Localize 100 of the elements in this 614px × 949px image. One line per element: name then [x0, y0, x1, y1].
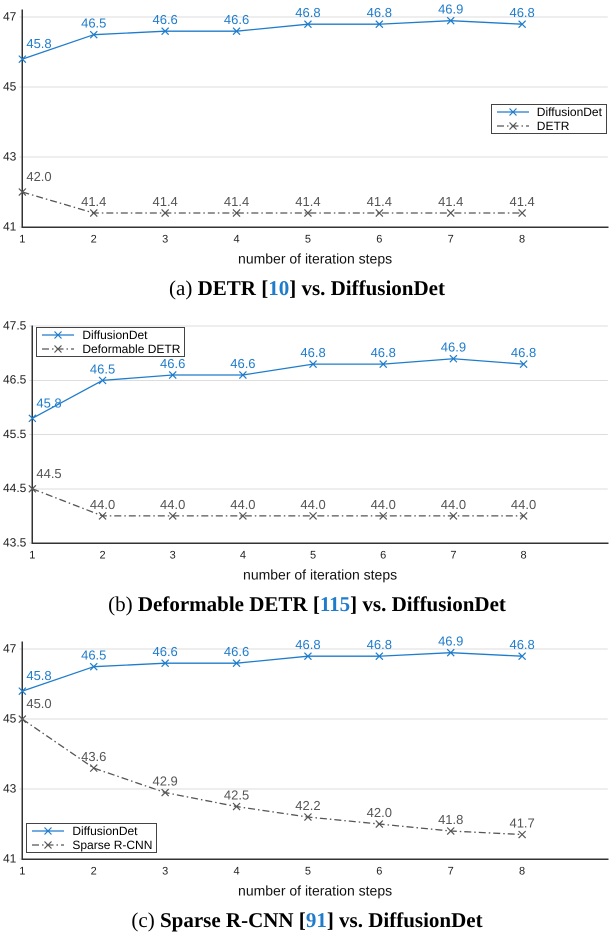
- data-label: 44.0: [440, 496, 466, 512]
- x-tick-label: 7: [448, 234, 454, 246]
- y-tick-label: 43: [2, 781, 17, 796]
- data-label: 46.6: [230, 356, 256, 371]
- text: (c) Sparse R-CNN [91] vs. DiffusionDet: [130, 908, 484, 933]
- x-tick-label: 1: [19, 234, 26, 246]
- data-label: 46.9: [438, 634, 464, 649]
- data-label: 46.8: [509, 637, 535, 652]
- data-label: 41.7: [509, 816, 535, 831]
- data-label: 46.6: [224, 644, 250, 660]
- data-label: 46.9: [438, 2, 464, 17]
- point: [18, 55, 26, 64]
- point: [518, 208, 526, 218]
- x-tick-label: 4: [233, 866, 240, 878]
- point: [446, 826, 455, 836]
- data-label: 46.8: [366, 637, 392, 652]
- data-label: 42.0: [366, 805, 392, 820]
- data-label: 46.6: [152, 12, 178, 28]
- legend-label: DiffusionDet: [72, 824, 138, 838]
- data-label: 41.4: [81, 194, 106, 210]
- point: [238, 512, 248, 520]
- x-tick-label: 6: [376, 234, 382, 246]
- point: [375, 208, 384, 218]
- point: [375, 20, 384, 28]
- point: [168, 370, 177, 380]
- point: [90, 208, 98, 218]
- y-tick-label: 45.5: [2, 426, 27, 441]
- x-axis-title: number of iteration steps: [238, 250, 392, 266]
- data-label: 46.8: [510, 345, 536, 360]
- point: [304, 208, 312, 218]
- data-label: 42.2: [295, 798, 321, 814]
- data-label: 46.6: [160, 356, 186, 371]
- y-tick-label: 43.5: [2, 535, 27, 550]
- data-label: 42.5: [224, 788, 250, 803]
- point: [446, 648, 455, 657]
- y-tick-label: 44.5: [2, 481, 27, 496]
- text: (a) DETR [10] vs. DiffusionDet: [168, 276, 446, 301]
- data-label: 42.0: [26, 169, 52, 184]
- point: [446, 208, 455, 218]
- data-label: 46.8: [509, 5, 535, 20]
- data-label: 44.0: [160, 496, 186, 512]
- point: [161, 788, 170, 797]
- point: [161, 208, 170, 218]
- point: [238, 370, 248, 380]
- data-label: 46.9: [440, 340, 466, 355]
- point: [28, 414, 36, 422]
- data-label: 46.5: [81, 648, 106, 663]
- data-label: 41.4: [438, 194, 464, 210]
- y-tick-label: 45: [2, 79, 17, 94]
- data-label: 46.6: [224, 12, 250, 28]
- point: [518, 20, 526, 28]
- data-label: 46.8: [370, 345, 396, 360]
- data-label: 46.5: [81, 16, 106, 31]
- x-tick-label: 1: [19, 866, 26, 878]
- x-tick-label: 5: [310, 550, 316, 562]
- point: [232, 208, 241, 218]
- point: [308, 360, 318, 368]
- data-label: 46.8: [295, 5, 321, 20]
- x-tick-label: 8: [520, 550, 527, 562]
- data-label: 46.8: [366, 5, 392, 20]
- point: [518, 652, 526, 660]
- data-label: 46.8: [295, 637, 321, 652]
- point: [379, 360, 388, 368]
- data-label: 42.9: [152, 774, 178, 789]
- point: [98, 512, 107, 520]
- legend-label: DiffusionDet: [536, 104, 602, 119]
- point: [304, 20, 312, 28]
- point: [308, 512, 318, 520]
- data-label: 43.6: [81, 749, 106, 764]
- y-tick-label: 45: [2, 711, 17, 726]
- x-tick-label: 3: [170, 550, 176, 562]
- point: [168, 512, 177, 520]
- legend-label: DiffusionDet: [82, 328, 148, 342]
- point: [18, 188, 26, 196]
- x-tick-label: 5: [304, 234, 311, 246]
- data-label: 46.8: [300, 345, 326, 360]
- x-tick-label: 7: [450, 550, 456, 562]
- point: [519, 360, 528, 368]
- point: [232, 27, 241, 36]
- x-tick-label: 3: [162, 866, 168, 878]
- data-label: 41.4: [224, 194, 250, 210]
- point: [375, 652, 384, 660]
- y-tick-label: 47.5: [2, 318, 27, 333]
- text: (b) Deformable DETR [115] vs. DiffusionDet: [107, 592, 507, 617]
- x-tick-label: 4: [233, 234, 240, 246]
- point: [449, 354, 458, 363]
- x-tick-label: 2: [99, 550, 106, 562]
- legend-label: Deformable DETR: [82, 342, 180, 356]
- data-label: 41.4: [152, 194, 178, 210]
- point: [304, 652, 312, 660]
- point: [161, 27, 170, 36]
- data-label: 45.8: [36, 395, 62, 410]
- data-label: 46.6: [152, 644, 178, 660]
- x-tick-label: 2: [90, 866, 97, 878]
- point: [232, 802, 241, 811]
- data-label: 44.0: [510, 496, 536, 512]
- point: [161, 659, 170, 668]
- data-label: 41.4: [509, 194, 535, 210]
- y-tick-label: 47: [2, 642, 17, 656]
- x-tick-label: 8: [519, 234, 526, 246]
